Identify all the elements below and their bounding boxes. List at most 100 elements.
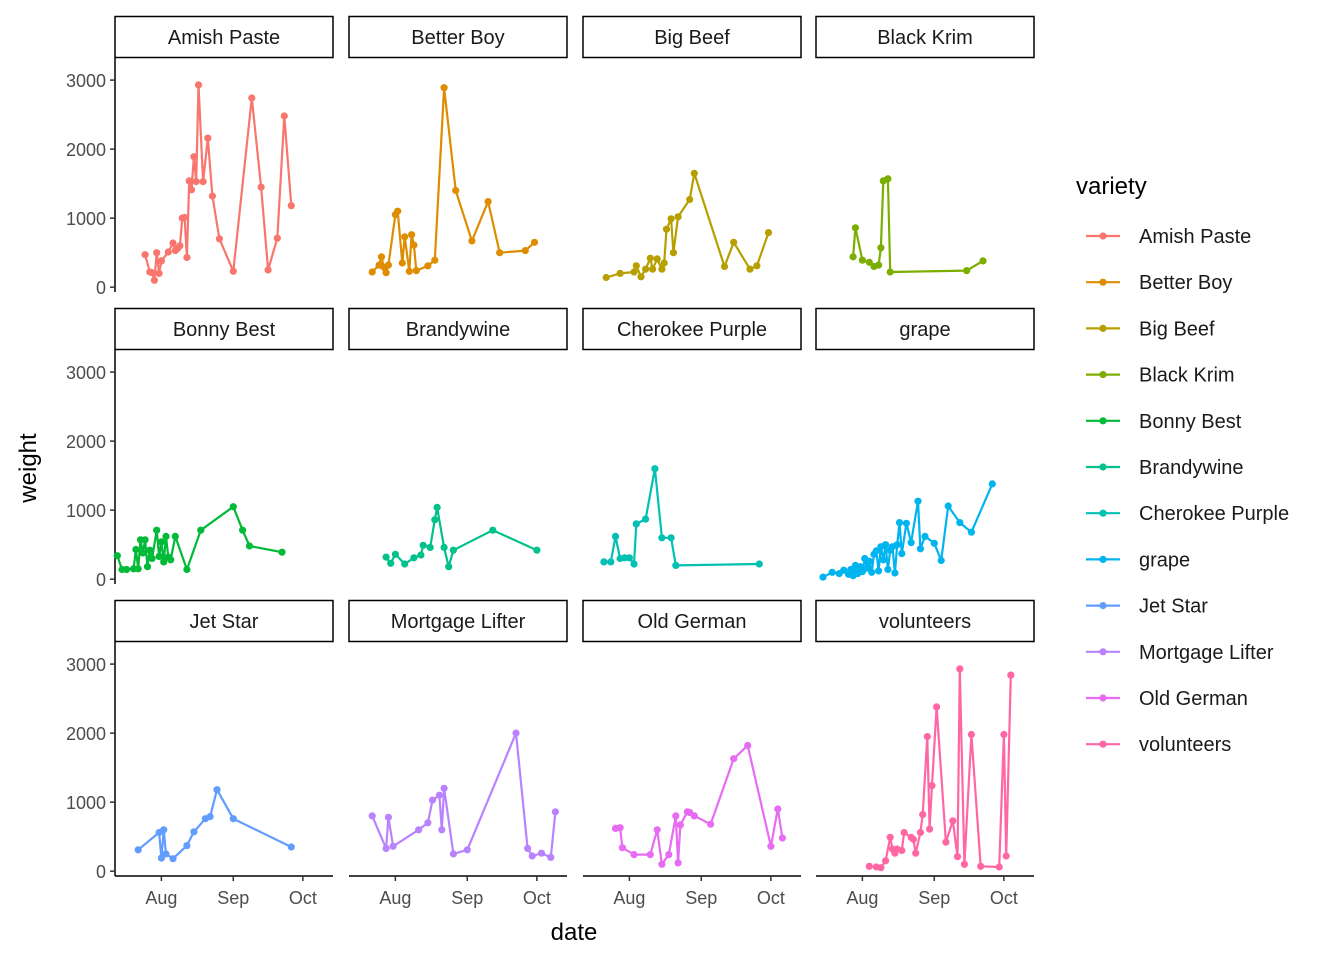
- legend-key-point-better-boy: [1099, 278, 1107, 286]
- series-line-cherokee-purple: [603, 467, 760, 567]
- data-point-grape: [921, 532, 929, 541]
- facet-title-bonny-best: Bonny Best: [173, 319, 276, 341]
- data-point-old-german: [672, 812, 680, 820]
- data-point-volunteers: [956, 665, 964, 673]
- data-point-amish-paste: [150, 276, 158, 284]
- facet-strip-amish-paste: [114, 15, 334, 59]
- data-point-volunteers: [1007, 671, 1015, 679]
- series-line-black-krim: [852, 177, 984, 274]
- data-point-brandywine: [440, 543, 448, 552]
- data-point-volunteers: [928, 782, 936, 790]
- facet-title-grape: grape: [899, 319, 950, 341]
- facet-title-better-boy: Better Boy: [411, 27, 504, 49]
- legend-key-point-bonny-best: [1099, 417, 1107, 425]
- data-point-big-beef: [616, 269, 624, 277]
- y-tick-label: 1000: [66, 793, 106, 813]
- facet-strip-better-boy: [348, 15, 568, 59]
- data-point-big-beef: [746, 265, 754, 273]
- data-point-old-german: [653, 826, 661, 834]
- data-point-cherokee-purple: [651, 465, 659, 473]
- y-tick-label: 3000: [66, 363, 106, 383]
- data-point-better-boy: [368, 268, 376, 276]
- facet-strip-old-german: [582, 599, 802, 643]
- legend-label-bonny-best: Bonny Best: [1139, 411, 1242, 433]
- data-point-volunteers: [912, 849, 920, 857]
- series-line-brandywine: [385, 506, 538, 568]
- data-point-big-beef: [730, 238, 738, 246]
- data-point-cherokee-purple: [672, 561, 680, 570]
- data-point-mortgage-lifter: [551, 808, 560, 816]
- data-point-amish-paste: [185, 177, 193, 185]
- data-point-brandywine: [391, 550, 399, 558]
- y-axis-title: weight: [15, 433, 42, 504]
- data-point-bonny-best: [160, 558, 168, 566]
- data-point-volunteers: [865, 862, 873, 870]
- data-point-mortgage-lifter: [440, 784, 448, 792]
- series-line-jet-star: [137, 788, 292, 860]
- data-point-grape: [879, 556, 887, 564]
- data-point-jet-star: [229, 815, 237, 823]
- data-point-black-krim: [877, 244, 885, 252]
- x-tick-label: Aug: [846, 888, 878, 908]
- data-point-mortgage-lifter: [382, 844, 390, 853]
- data-point-big-beef: [602, 273, 610, 282]
- data-point-better-boy: [412, 267, 420, 275]
- legend-key-point-mortgage-lifter: [1099, 648, 1107, 656]
- data-point-better-boy: [405, 267, 413, 275]
- data-point-big-beef: [658, 265, 666, 273]
- data-point-old-german: [646, 851, 654, 859]
- data-point-big-beef: [649, 265, 657, 273]
- data-point-bonny-best: [239, 526, 247, 534]
- data-point-big-beef: [632, 262, 640, 270]
- data-point-amish-paste: [169, 239, 177, 247]
- data-point-amish-paste: [192, 178, 200, 186]
- data-point-amish-paste: [248, 94, 256, 102]
- legend-label-better-boy: Better Boy: [1139, 272, 1232, 294]
- data-point-grape: [916, 545, 925, 553]
- series-line-grape: [822, 483, 994, 579]
- x-tick-label: Sep: [217, 888, 249, 908]
- data-point-old-german: [616, 824, 624, 832]
- data-point-brandywine: [387, 559, 395, 567]
- data-point-jet-star: [183, 842, 191, 850]
- data-point-big-beef: [690, 169, 698, 177]
- data-point-old-german: [774, 805, 782, 813]
- data-point-big-beef: [674, 213, 682, 221]
- data-point-grape: [956, 519, 964, 527]
- data-point-grape: [840, 566, 848, 574]
- data-point-bonny-best: [143, 563, 152, 571]
- data-point-mortgage-lifter: [449, 850, 457, 858]
- series-line-better-boy: [371, 86, 536, 274]
- data-point-better-boy: [384, 261, 392, 269]
- data-point-better-boy: [431, 256, 439, 264]
- data-point-volunteers: [1000, 730, 1008, 739]
- data-point-volunteers: [916, 828, 925, 837]
- data-point-bonny-best: [155, 552, 163, 561]
- data-point-grape: [868, 568, 876, 576]
- legend-key-point-old-german: [1099, 694, 1107, 702]
- data-point-better-boy: [484, 198, 492, 206]
- data-point-cherokee-purple: [607, 558, 615, 566]
- data-point-big-beef: [660, 259, 668, 267]
- data-point-better-boy: [398, 259, 406, 267]
- data-point-bonny-best: [278, 548, 286, 556]
- legend-label-jet-star: Jet Star: [1139, 596, 1208, 618]
- data-point-amish-paste: [148, 269, 156, 277]
- data-point-cherokee-purple: [611, 532, 620, 541]
- data-point-cherokee-purple: [755, 560, 763, 568]
- data-point-better-boy: [424, 262, 432, 270]
- data-point-bonny-best: [132, 545, 140, 554]
- series-line-old-german: [615, 744, 784, 866]
- y-tick-label: 1000: [66, 209, 106, 229]
- y-tick-label: 0: [96, 862, 106, 882]
- data-point-amish-paste: [181, 213, 189, 222]
- data-point-amish-paste: [176, 242, 184, 250]
- data-point-bonny-best: [167, 556, 175, 564]
- data-point-mortgage-lifter: [547, 853, 555, 862]
- data-point-amish-paste: [273, 234, 281, 242]
- data-point-jet-star: [287, 843, 295, 851]
- data-point-bonny-best: [113, 552, 121, 560]
- data-point-bonny-best: [197, 526, 205, 534]
- data-point-big-beef: [669, 249, 678, 257]
- data-point-brandywine: [449, 546, 457, 554]
